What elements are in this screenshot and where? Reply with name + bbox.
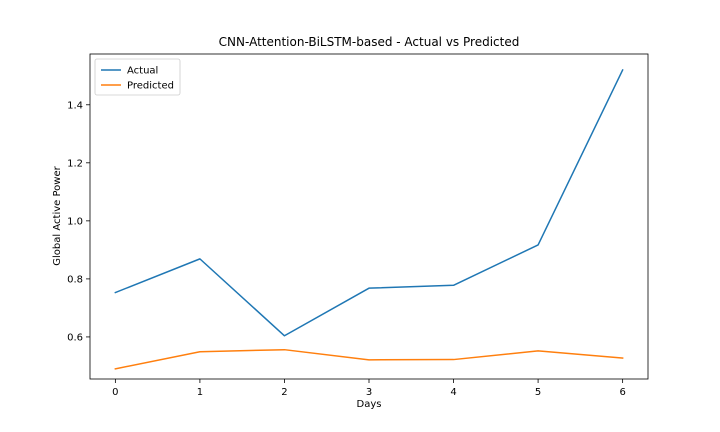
y-tick-label: 1.0 xyxy=(67,216,83,227)
x-tick-label: 2 xyxy=(281,387,287,398)
y-axis-label: Global Active Power xyxy=(52,165,63,265)
x-tick-label: 6 xyxy=(619,387,625,398)
plot-area: 0 1 2 3 4 5 6 0.6 0.8 1.0 1.2 1.4 xyxy=(67,53,649,398)
legend: Actual Predicted xyxy=(94,58,181,96)
x-tick-label: 1 xyxy=(197,387,203,398)
x-axis-label: Days xyxy=(357,399,382,410)
legend-label-actual: Actual xyxy=(127,66,158,77)
x-tick-label: 4 xyxy=(450,387,456,398)
series-line-predicted xyxy=(114,348,624,370)
x-tick-label: 5 xyxy=(535,387,541,398)
legend-box xyxy=(94,58,181,96)
y-tick-label: 1.2 xyxy=(67,158,83,169)
series-line-actual xyxy=(114,68,624,337)
x-tick-label: 0 xyxy=(112,387,118,398)
y-tick-label: 1.4 xyxy=(67,100,83,111)
legend-label-predicted: Predicted xyxy=(127,81,174,92)
y-tick-label: 0.8 xyxy=(67,274,83,285)
chart-title: CNN-Attention-BiLSTM-based - Actual vs P… xyxy=(219,35,520,49)
y-tick-label: 0.6 xyxy=(67,332,83,343)
x-tick-label: 3 xyxy=(366,387,372,398)
